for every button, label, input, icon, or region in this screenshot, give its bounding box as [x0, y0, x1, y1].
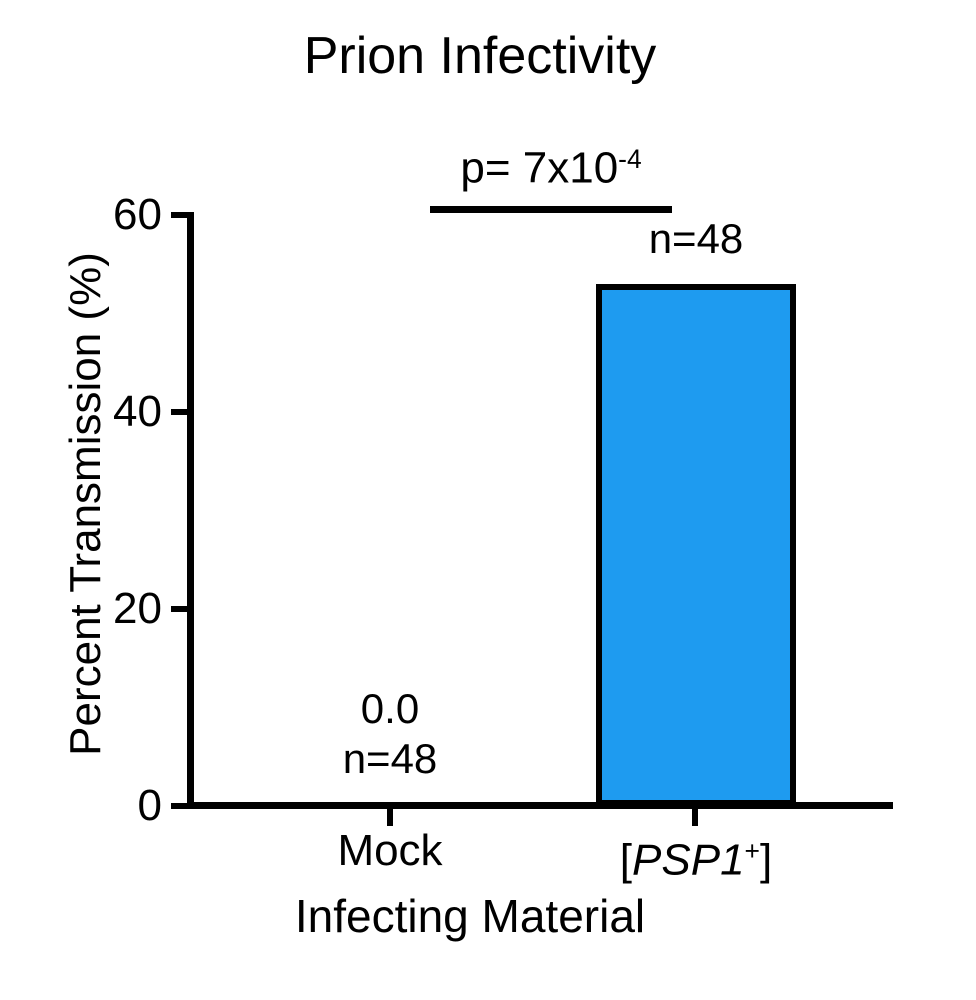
y-tick-0	[171, 803, 188, 809]
y-tick-label-0: 0	[137, 781, 162, 830]
y-tick-60	[171, 212, 188, 218]
mock-n-label: n=48	[342, 735, 438, 782]
y-tick-20	[171, 606, 188, 612]
p-value-exponent: -4	[618, 144, 642, 174]
y-tick-40	[171, 409, 188, 415]
category-label-psp1plus: [PSP1+]	[571, 826, 821, 886]
psp1-bracket-open: [	[619, 835, 633, 885]
p-value-text: p= 7x10	[460, 143, 619, 193]
y-tick-label-40: 40	[113, 387, 162, 436]
p-value-annotation: p= 7x10-4	[376, 134, 726, 194]
category-label-mock: Mock	[337, 826, 443, 875]
psp1-bracket-close: ]	[759, 835, 773, 885]
mock-value-label: 0.0	[360, 685, 420, 732]
y-axis-title: Percent Transmission (%)	[61, 252, 110, 756]
bar-psp1plus	[596, 284, 796, 806]
x-tick-mock	[387, 809, 393, 826]
psp1-gene-name: PSP1	[632, 835, 745, 885]
y-tick-label-60: 60	[113, 190, 162, 239]
x-axis-line	[187, 802, 893, 809]
psp1-plus-superscript: +	[744, 836, 760, 866]
y-tick-label-20: 20	[113, 584, 162, 633]
y-axis-line	[187, 212, 194, 809]
significance-line	[430, 206, 672, 213]
x-tick-psp1plus	[692, 809, 698, 826]
chart-title: Prion Infectivity	[303, 27, 657, 85]
psp1-n-label: n=48	[648, 215, 744, 262]
x-axis-title: Infecting Material	[294, 890, 646, 942]
